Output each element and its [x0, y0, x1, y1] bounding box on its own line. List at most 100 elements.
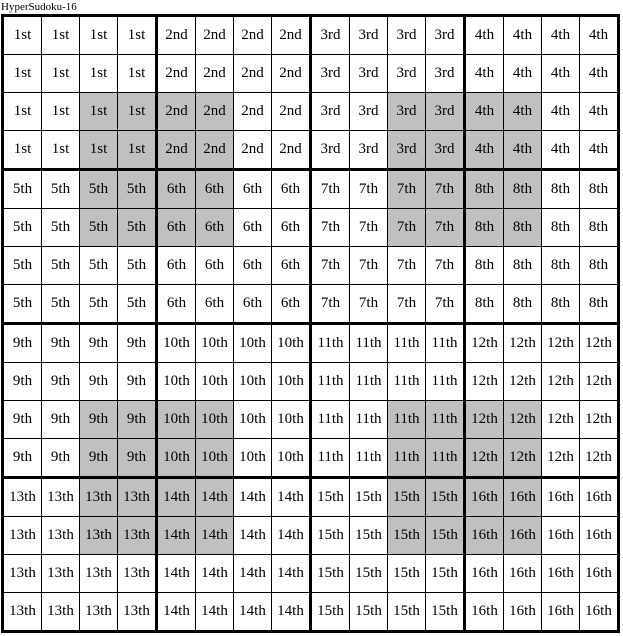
grid-cell: 3rd: [425, 15, 466, 55]
grid-cell: 12th: [541, 438, 580, 479]
grid-cell: 15th: [387, 554, 426, 593]
grid-cell: 1st: [117, 130, 158, 171]
grid-cell: 11th: [310, 323, 350, 363]
grid-cell: 11th: [349, 400, 388, 439]
grid-cell: 5th: [79, 208, 118, 247]
grid-cell: 13th: [117, 516, 158, 555]
grid-cell: 11th: [349, 362, 388, 401]
grid-cell: 7th: [349, 169, 388, 209]
grid-cell: 2nd: [195, 92, 234, 131]
grid-cell: 4th: [464, 130, 504, 171]
grid-cell: 13th: [79, 477, 118, 517]
grid-cell: 6th: [271, 284, 312, 325]
grid-cell: 12th: [541, 323, 580, 363]
grid-cell: 9th: [41, 362, 80, 401]
grid-cell: 9th: [79, 438, 118, 479]
grid-cell: 5th: [117, 169, 158, 209]
grid-cell: 8th: [464, 169, 504, 209]
grid-cell: 13th: [2, 592, 42, 632]
grid-cell: 15th: [310, 477, 350, 517]
grid-cell: 8th: [541, 246, 580, 285]
grid-cell: 15th: [425, 516, 466, 555]
grid-cell: 2nd: [271, 15, 312, 55]
grid-cell: 7th: [310, 208, 350, 247]
grid-cell: 3rd: [310, 54, 350, 93]
grid-cell: 9th: [2, 362, 42, 401]
grid-cell: 16th: [464, 592, 504, 632]
grid-cell: 3rd: [425, 92, 466, 131]
grid-cell: 7th: [310, 169, 350, 209]
grid-cell: 14th: [156, 554, 196, 593]
grid-cell: 6th: [233, 208, 272, 247]
grid-cell: 6th: [271, 208, 312, 247]
grid-cell: 16th: [503, 516, 542, 555]
grid-cell: 13th: [2, 516, 42, 555]
grid-cell: 13th: [41, 477, 80, 517]
grid-cell: 5th: [2, 284, 42, 325]
grid-row: 13th 13th 13th 13th 14th 14th 14th 14th 15th 15th…: [2, 592, 619, 632]
grid-row: 1st 1st 1st 1st 2nd 2nd 2nd 2nd 3rd 3rd 3rd 3rd 4th 4…: [2, 130, 619, 171]
grid-cell: 2nd: [233, 54, 272, 93]
grid-cell: 1st: [79, 92, 118, 131]
grid-cell: 13th: [41, 554, 80, 593]
grid-cell: 6th: [271, 246, 312, 285]
grid-cell: 13th: [79, 554, 118, 593]
grid-cell: 1st: [41, 92, 80, 131]
grid-cell: 12th: [464, 438, 504, 479]
grid-body: 1st 1st 1st 1st 2nd 2nd 2nd 2nd 3rd 3rd 3rd 3rd 4th 4…: [2, 15, 619, 632]
grid-row: 9th 9th 9th 9th 10th 10th 10th 10th 11th 11th 11th…: [2, 438, 619, 479]
grid-cell: 6th: [156, 169, 196, 209]
grid-cell: 14th: [271, 592, 312, 632]
grid-cell: 12th: [503, 400, 542, 439]
grid-cell: 12th: [541, 400, 580, 439]
grid-cell: 2nd: [195, 130, 234, 171]
grid-cell: 12th: [464, 400, 504, 439]
grid-row: 1st 1st 1st 1st 2nd 2nd 2nd 2nd 3rd 3rd 3rd 3rd 4th 4…: [2, 54, 619, 93]
grid-cell: 11th: [387, 400, 426, 439]
grid-cell: 15th: [349, 516, 388, 555]
grid-cell: 14th: [156, 477, 196, 517]
grid-cell: 8th: [503, 208, 542, 247]
grid-cell: 11th: [387, 362, 426, 401]
grid-cell: 5th: [2, 208, 42, 247]
grid-cell: 7th: [310, 284, 350, 325]
grid-cell: 12th: [541, 362, 580, 401]
grid-cell: 3rd: [425, 54, 466, 93]
grid-cell: 16th: [541, 477, 580, 517]
grid-cell: 14th: [195, 592, 234, 632]
grid-cell: 5th: [41, 169, 80, 209]
grid-cell: 6th: [271, 169, 312, 209]
grid-cell: 9th: [117, 400, 158, 439]
grid-cell: 6th: [233, 169, 272, 209]
grid-cell: 7th: [349, 246, 388, 285]
grid-row: 13th 13th 13th 13th 14th 14th 14th 14th 15th 15th…: [2, 516, 619, 555]
grid-cell: 8th: [464, 246, 504, 285]
grid-cell: 13th: [117, 592, 158, 632]
grid-cell: 8th: [503, 169, 542, 209]
grid-cell: 8th: [541, 208, 580, 247]
grid-cell: 15th: [387, 592, 426, 632]
grid-cell: 4th: [503, 15, 542, 55]
grid-cell: 11th: [425, 362, 466, 401]
grid-cell: 1st: [79, 54, 118, 93]
grid-cell: 13th: [2, 554, 42, 593]
grid-cell: 16th: [464, 554, 504, 593]
grid-cell: 11th: [425, 323, 466, 363]
grid-cell: 3rd: [310, 15, 350, 55]
grid-cell: 7th: [387, 246, 426, 285]
grid-cell: 15th: [310, 592, 350, 632]
grid-cell: 15th: [349, 477, 388, 517]
grid-cell: 10th: [156, 362, 196, 401]
grid-cell: 13th: [79, 592, 118, 632]
grid-cell: 6th: [233, 284, 272, 325]
grid-row: 5th 5th 5th 5th 6th 6th 6th 6th 7th 7th 7th 7th 8th 8…: [2, 246, 619, 285]
grid-cell: 16th: [541, 554, 580, 593]
grid-cell: 16th: [541, 516, 580, 555]
grid-cell: 10th: [156, 400, 196, 439]
grid-cell: 7th: [425, 284, 466, 325]
grid-cell: 1st: [79, 15, 118, 55]
grid-cell: 7th: [425, 208, 466, 247]
grid-cell: 10th: [195, 323, 234, 363]
grid-cell: 7th: [425, 169, 466, 209]
